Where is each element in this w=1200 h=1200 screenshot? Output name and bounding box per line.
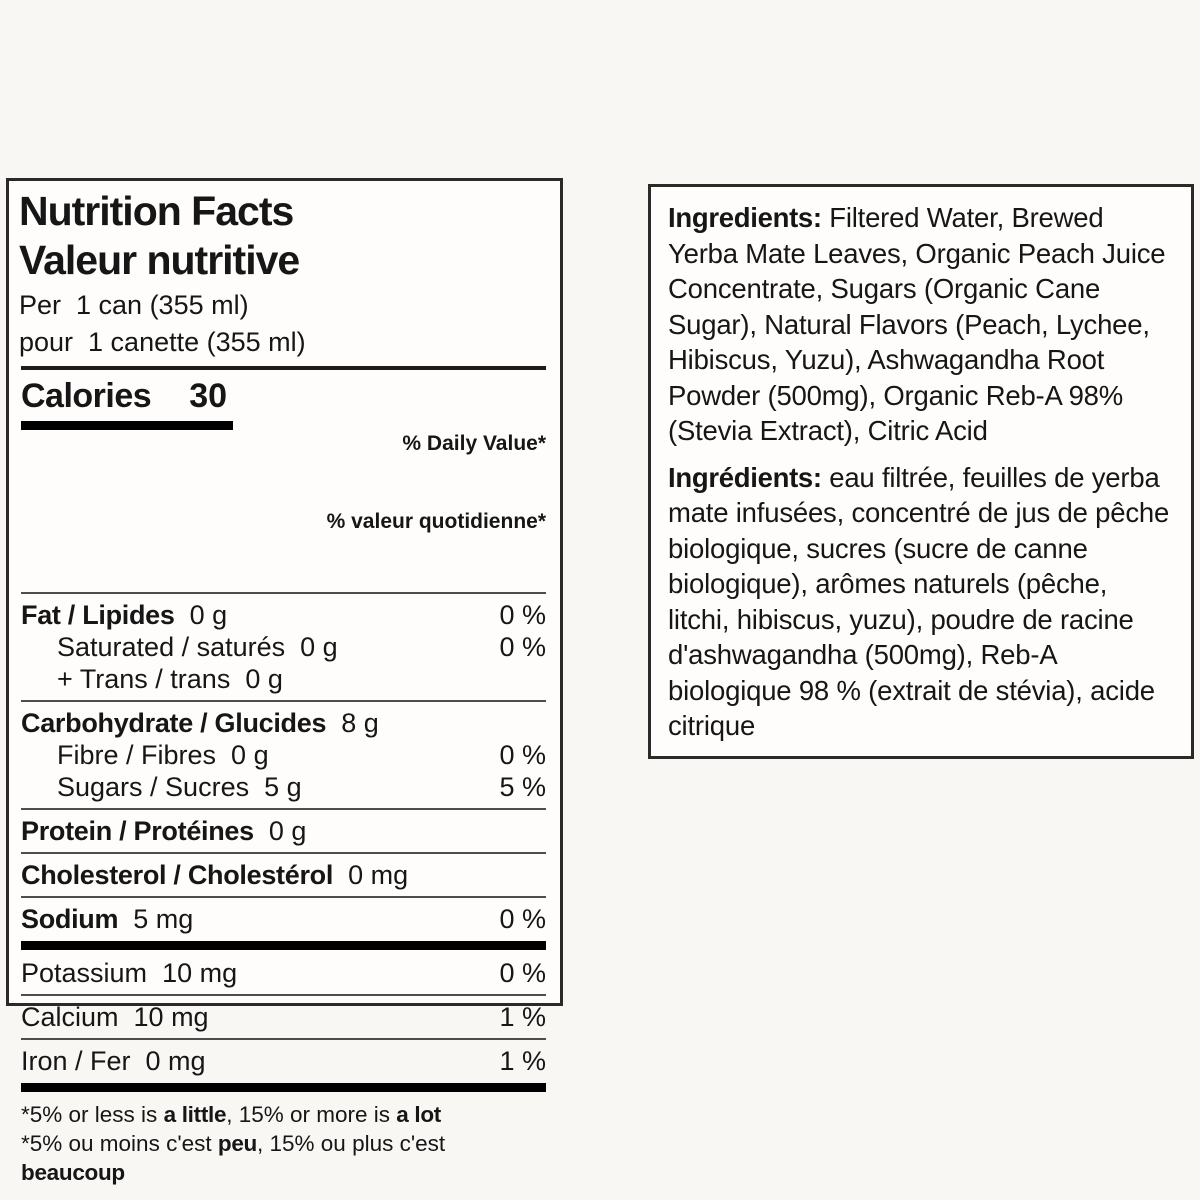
footnote-emphasis: a little [163, 1102, 227, 1127]
nutrient-daily-value: 1 % [499, 1002, 546, 1032]
serving-size-fr: pour 1 canette (355 ml) [19, 327, 306, 357]
footnote-text: *5% or less is [21, 1102, 164, 1127]
nutrient-amount: 0 g [268, 816, 307, 846]
ingredients-paragraph-fr: Ingrédients: eau filtrée, feuilles de ye… [668, 460, 1173, 744]
nutrient-daily-value: 0 % [499, 904, 546, 934]
nutrient-row: Iron / Fer 0 mg 1 % [19, 1045, 548, 1077]
nutrient-amount: 5 mg [133, 904, 194, 934]
nutrient-daily-value: 0 % [499, 600, 546, 630]
nutrient-amount: 5 g [264, 772, 302, 802]
nutrient-daily-value: 5 % [499, 772, 546, 802]
nutrient-row: Sugars / Sucres 5 g 5 % [19, 771, 548, 803]
footnote-line: *5% ou moins c'est peu, 15% ou plus c'es… [21, 1129, 546, 1187]
nutrient-amount: 10 mg [162, 958, 238, 988]
nutrient-label: + Trans / trans [57, 664, 231, 694]
nutrient-row: Cholesterol / Cholestérol 0 mg [19, 859, 548, 891]
ingredients-lead-en: Ingredients: [668, 202, 822, 233]
nutrient-label: Sodium [21, 904, 119, 934]
nutrient-amount: 0 g [245, 664, 283, 694]
footnote-text: , 15% or more is [226, 1102, 397, 1127]
footnote-line: *5% or less is a little, 15% or more is … [21, 1100, 546, 1129]
nutrient-amount: 0 g [231, 740, 269, 770]
divider-thin [21, 808, 546, 810]
nutrient-label: Cholesterol / Cholestérol [21, 860, 334, 890]
daily-value-header-fr: % valeur quotidienne* [326, 510, 546, 533]
nutrient-name-group: Sodium 5 mg [21, 903, 193, 935]
nutrient-amount: 0 g [189, 600, 228, 630]
nutrient-amount: 0 mg [145, 1046, 206, 1076]
nutrient-name-group: Fat / Lipides 0 g [21, 599, 227, 631]
nutrient-label: Calcium [21, 1002, 119, 1032]
divider-thin [21, 896, 546, 898]
footnote-text: *5% ou moins c'est [21, 1131, 218, 1156]
nutrient-name-group: Potassium 10 mg [21, 957, 237, 989]
nutrient-daily-value: 0 % [499, 632, 546, 662]
nutrient-label: Potassium [21, 958, 148, 988]
nutrient-row: Carbohydrate / Glucides 8 g [19, 707, 548, 739]
daily-value-header: % Daily Value* % valeur quotidienne* [327, 379, 546, 587]
nutrient-daily-value: 1 % [499, 1046, 546, 1076]
nutrient-label: Carbohydrate / Glucides [21, 708, 327, 738]
nutrient-amount: 8 g [341, 708, 379, 738]
ingredients-lead-fr: Ingrédients: [668, 461, 822, 493]
nutrient-name-group: Calcium 10 mg [21, 1001, 209, 1033]
nutrient-name-group: Carbohydrate / Glucides 8 g [21, 707, 379, 739]
nutrient-row: Protein / Protéines 0 g [19, 815, 548, 847]
nutrient-name-group: Cholesterol / Cholestérol 0 mg [21, 859, 408, 891]
nutrient-amount: 10 mg [133, 1002, 209, 1032]
nutrient-row: Calcium 10 mg 1 % [19, 1001, 548, 1033]
nutrient-row: Fibre / Fibres 0 g 0 % [19, 739, 548, 771]
calories-underbar [21, 421, 233, 430]
footnotes: *5% or less is a little, 15% or more is … [19, 1099, 548, 1187]
nutrient-label: Fat / Lipides [21, 600, 175, 630]
calories-label: Calories [21, 377, 152, 415]
divider-thin [21, 994, 546, 996]
header-divider [21, 366, 546, 370]
divider-thick [21, 941, 546, 950]
nutrient-row: Potassium 10 mg 0 % [19, 957, 548, 989]
nutrient-row: Sodium 5 mg 0 % [19, 903, 548, 935]
nutrient-name-group: + Trans / trans 0 g [21, 663, 283, 695]
ingredients-paragraph-en: Ingredients: Filtered Water, Brewed Yerb… [668, 200, 1173, 449]
calories-section: Calories 30 % Daily Value* % valeur quot… [19, 377, 548, 587]
nutrient-label: Fibre / Fibres [57, 740, 217, 770]
nutrient-daily-value: 0 % [499, 740, 546, 770]
nutrient-row: Saturated / saturés 0 g 0 % [19, 631, 548, 663]
nutrient-label: Sugars / Sucres [57, 772, 250, 802]
nutrition-facts-panel: Nutrition Facts Valeur nutritive Per 1 c… [6, 178, 563, 1185]
nutrient-label: Iron / Fer [21, 1046, 131, 1076]
ingredients-text-en: Filtered Water, Brewed Yerba Mate Leaves… [668, 202, 1166, 446]
divider-thin [21, 1038, 546, 1040]
divider-thin [21, 700, 546, 702]
nutrient-name-group: Sugars / Sucres 5 g [21, 771, 302, 803]
footnote-divider [21, 1083, 546, 1092]
nutrient-name-group: Iron / Fer 0 mg [21, 1045, 206, 1077]
nutrient-name-group: Fibre / Fibres 0 g [21, 739, 269, 771]
divider-thin [21, 852, 546, 854]
nutrition-facts-title-en: Nutrition Facts [19, 188, 294, 234]
nutrient-amount: 0 g [300, 632, 338, 662]
nutrient-name-group: Protein / Protéines 0 g [21, 815, 306, 847]
calories-value: 30 [189, 377, 228, 415]
nutrient-row: + Trans / trans 0 g [19, 663, 548, 695]
ingredients-panel: Ingredients: Filtered Water, Brewed Yerb… [648, 184, 1194, 759]
footnote-emphasis: peu [217, 1131, 257, 1156]
nutrient-name-group: Saturated / saturés 0 g [21, 631, 338, 663]
nutrient-label: Protein / Protéines [21, 816, 254, 846]
nutrition-facts-title-fr: Valeur nutritive [19, 237, 300, 283]
nutrient-amount: 0 mg [348, 860, 409, 890]
nutrient-row: Fat / Lipides 0 g 0 % [19, 599, 548, 631]
serving-size-en: Per 1 can (355 ml) [19, 290, 249, 320]
divider-thin [21, 592, 546, 594]
nutrient-label: Saturated / saturés [57, 632, 286, 662]
daily-value-header-en: % Daily Value* [402, 432, 546, 455]
footnote-text: , 15% ou plus c'est [257, 1131, 452, 1156]
footnote-emphasis: a lot [396, 1102, 442, 1127]
nutrient-daily-value: 0 % [499, 958, 546, 988]
ingredients-text-fr: eau filtrée, feuilles de yerba mate infu… [668, 461, 1170, 742]
footnote-emphasis: beaucoup [21, 1160, 125, 1185]
